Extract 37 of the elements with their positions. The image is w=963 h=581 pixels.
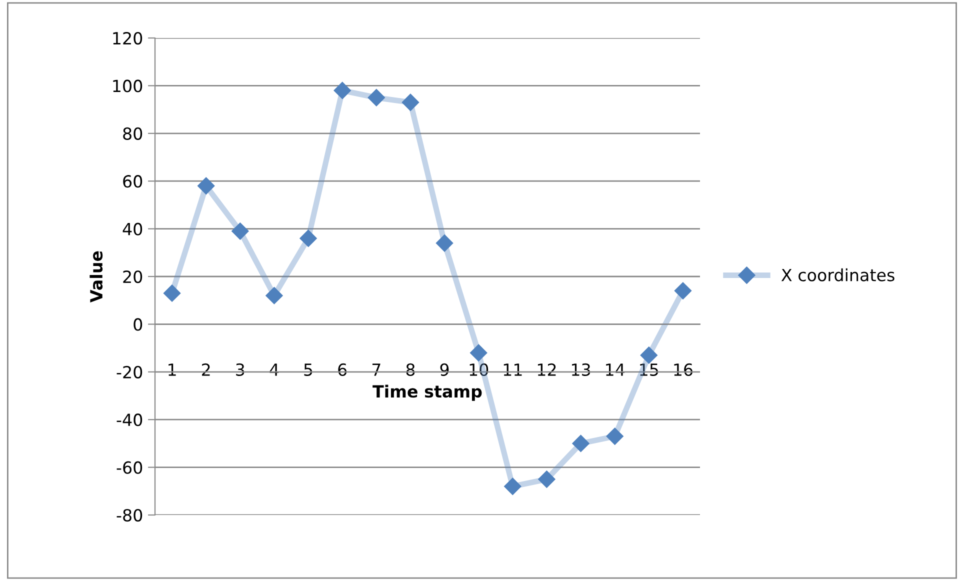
- point: [538, 470, 556, 488]
- y-tick-label: 60: [123, 175, 142, 188]
- point: [504, 478, 522, 495]
- point: [368, 89, 385, 106]
- point: [232, 222, 249, 240]
- point: [470, 344, 488, 362]
- x-tick-label: 1: [168, 364, 176, 376]
- y-tick-label: -20: [116, 366, 142, 378]
- y-tick-label: 100: [113, 80, 142, 92]
- point: [300, 230, 317, 247]
- point: [640, 346, 658, 364]
- x-tick-label: 5: [304, 364, 312, 376]
- point: [572, 434, 590, 452]
- y-tick-label: -40: [116, 414, 142, 426]
- point: [402, 94, 420, 111]
- y-tick-label: 80: [123, 127, 142, 140]
- legend-label: X coordinates: [781, 268, 894, 282]
- x-tick-label: 13: [572, 363, 590, 376]
- point: [674, 282, 692, 300]
- x-tick-label: 15: [640, 364, 658, 376]
- point: [163, 284, 181, 302]
- y-tick-label: 40: [122, 222, 142, 236]
- y-tick-label: 120: [113, 32, 142, 45]
- point: [436, 234, 454, 252]
- x-axis-title: Time stamp: [372, 384, 482, 401]
- y-axis-title: Value: [90, 251, 103, 302]
- x-tick-label: 3: [236, 363, 244, 376]
- y-tick-label: -60: [116, 461, 142, 474]
- point: [266, 287, 283, 304]
- point: [334, 82, 351, 100]
- x-tick-label: 9: [440, 363, 449, 376]
- y-tick-label: -80: [116, 508, 142, 522]
- point: [198, 177, 215, 194]
- y-tick-label: 20: [123, 270, 142, 284]
- x-tick-label: 11: [504, 364, 522, 376]
- y-tick-label: 0: [134, 318, 142, 331]
- point: [606, 428, 624, 445]
